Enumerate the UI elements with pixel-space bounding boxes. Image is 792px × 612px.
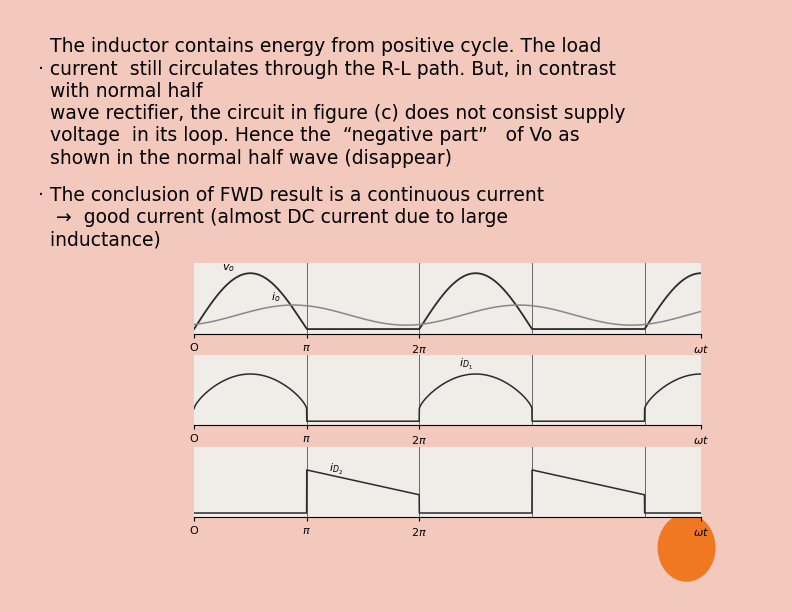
Text: · current  still circulates through the R-L path. But, in contrast: · current still circulates through the R… xyxy=(38,59,616,78)
Text: $i_o$: $i_o$ xyxy=(271,290,280,304)
Text: $i_{D_2}$: $i_{D_2}$ xyxy=(329,461,343,477)
Text: $v_o$: $v_o$ xyxy=(223,263,235,274)
Text: wave rectifier, the circuit in figure (c) does not consist supply: wave rectifier, the circuit in figure (c… xyxy=(38,104,626,123)
Text: · The conclusion of FWD result is a continuous current: · The conclusion of FWD result is a cont… xyxy=(38,186,544,205)
Text: voltage  in its loop. Hence the  “negative part”   of Vo as: voltage in its loop. Hence the “negative… xyxy=(38,126,580,145)
Text: shown in the normal half wave (disappear): shown in the normal half wave (disappear… xyxy=(38,149,451,168)
Text: The inductor contains energy from positive cycle. The load: The inductor contains energy from positi… xyxy=(38,37,601,56)
Text: inductance): inductance) xyxy=(38,231,161,250)
Text: →  good current (almost DC current due to large: → good current (almost DC current due to… xyxy=(38,208,508,227)
Text: with normal half: with normal half xyxy=(38,82,202,101)
Text: $i_{D_1}$: $i_{D_1}$ xyxy=(459,357,473,373)
Ellipse shape xyxy=(657,513,715,582)
